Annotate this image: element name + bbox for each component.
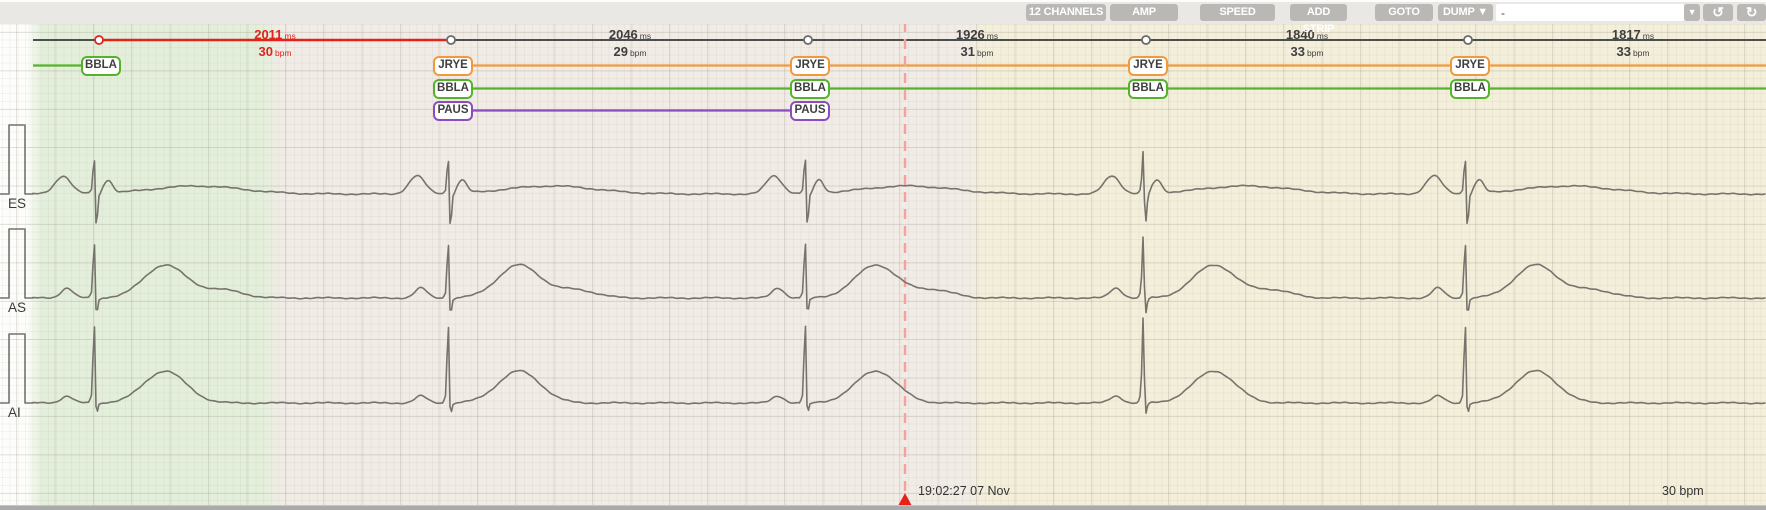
channels-button[interactable]: 12 CHANNELS [1026,4,1106,21]
dropdown-arrow-icon[interactable]: ▼ [1684,4,1700,21]
toolbar-text-input[interactable] [1496,4,1684,21]
amp-button[interactable]: AMP [1110,4,1178,21]
beat-label-box-bbla[interactable]: BBLA [1450,79,1490,99]
beat-label-box-jrye[interactable]: JRYE [1128,56,1168,76]
ecg-grid [0,22,1766,506]
redo-icon[interactable]: ↻ [1737,4,1766,21]
beat-label-box-paus[interactable]: PAUS [790,101,830,121]
beat-label-box-jrye[interactable]: JRYE [790,56,830,76]
beat-label-box-bbla[interactable]: BBLA [433,79,473,99]
speed-button[interactable]: SPEED [1200,4,1275,21]
beat-label-box-bbla[interactable]: BBLA [1128,79,1168,99]
beat-label-box-jrye[interactable]: JRYE [1450,56,1490,76]
undo-icon[interactable]: ↺ [1703,4,1733,21]
beat-label-box-paus[interactable]: PAUS [433,101,473,121]
beat-label-box-jrye[interactable]: JRYE [433,56,473,76]
toolbar: 12 CHANNELS AMP SPEED ADD STRIP GOTO DUM… [0,0,1766,35]
horizontal-scrollbar[interactable] [0,505,1766,510]
beat-label-box-bbla[interactable]: BBLA [81,56,121,76]
dump-button[interactable]: DUMP ▼ [1438,4,1493,21]
add-strip-button[interactable]: ADD STRIP [1290,4,1347,35]
goto-button[interactable]: GOTO [1375,4,1433,21]
beat-label-box-bbla[interactable]: BBLA [790,79,830,99]
